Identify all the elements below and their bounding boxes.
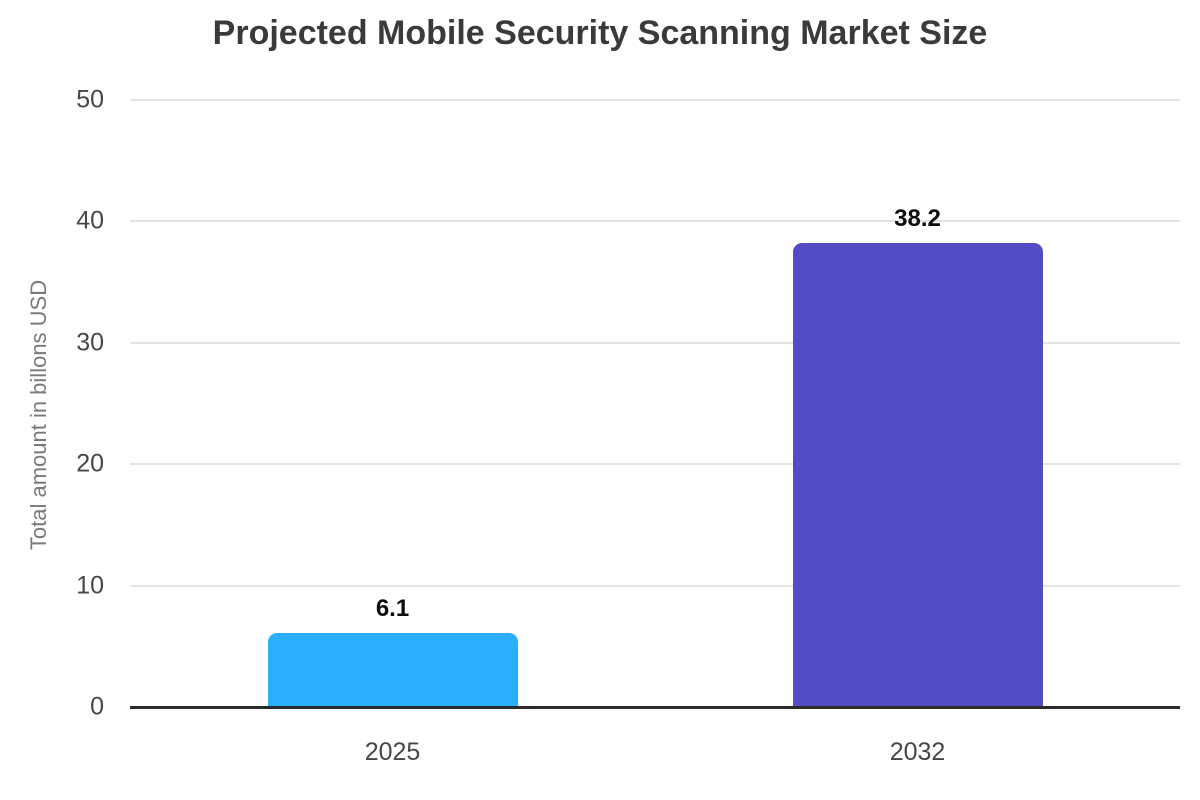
gridline-50: [130, 99, 1180, 101]
y-tick-label-40: 40: [76, 206, 104, 235]
gridline-40: [130, 220, 1180, 223]
y-tick-label-10: 10: [76, 571, 104, 600]
y-tick-label-50: 50: [76, 85, 104, 114]
bar-2025[interactable]: [267, 632, 518, 707]
x-tick-label-2032: 2032: [889, 738, 946, 766]
y-tick-label-30: 30: [76, 328, 104, 357]
value-label-2032: 38.2: [894, 205, 941, 233]
bar-2032[interactable]: [792, 243, 1043, 707]
chart-title: Projected Mobile Security Scanning Marke…: [212, 14, 988, 52]
x-tick-label-2025: 2025: [364, 738, 421, 766]
gridline-20: [130, 463, 1180, 466]
gridline-30: [130, 341, 1180, 344]
value-label-2025: 6.1: [375, 594, 410, 622]
y-tick-label-0: 0: [90, 692, 104, 721]
gridline-10: [130, 584, 1180, 587]
x-axis-line: [130, 706, 1180, 709]
y-tick-label-20: 20: [76, 449, 104, 478]
